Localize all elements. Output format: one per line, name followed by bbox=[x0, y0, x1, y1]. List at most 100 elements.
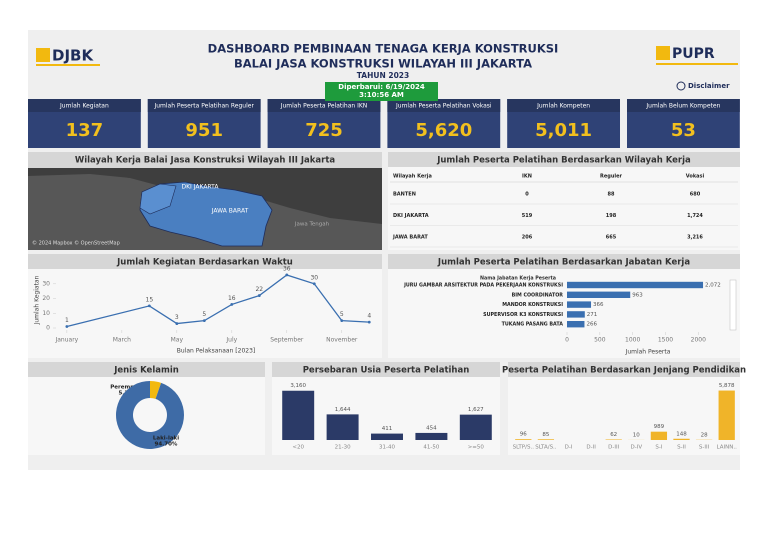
table-cell: BANTEN bbox=[393, 192, 416, 198]
panel-title: Jumlah Peserta Pelatihan Berdasarkan Jab… bbox=[437, 258, 690, 268]
kpi-label: Jumlah Kompeten bbox=[536, 103, 590, 110]
bar bbox=[567, 281, 704, 289]
data-label: 16 bbox=[228, 295, 236, 302]
data-label: 28 bbox=[701, 432, 708, 438]
logo-bar bbox=[656, 63, 738, 65]
map: DKI JAKARTA JAWA BARAT Jawa Tengah © 202… bbox=[28, 168, 382, 250]
panel-title-bar bbox=[28, 152, 382, 168]
kpi-value: 725 bbox=[305, 120, 343, 141]
panel-title-bar bbox=[508, 362, 740, 377]
category-label: MANDOR KONSTRUKSI bbox=[502, 302, 563, 308]
info-icon[interactable] bbox=[676, 81, 686, 91]
data-label: 411 bbox=[382, 426, 393, 432]
x-tick-label: LAINN.. bbox=[717, 445, 738, 451]
panel-title: Persebaran Usia Peserta Pelatihan bbox=[303, 366, 470, 376]
bar bbox=[371, 433, 403, 440]
y-tick-label: 30 bbox=[42, 280, 50, 287]
data-label: 85 bbox=[542, 432, 549, 438]
map-region bbox=[139, 183, 177, 215]
data-label: 96 bbox=[520, 432, 527, 438]
kpi-header bbox=[627, 99, 740, 112]
x-tick-label: 1000 bbox=[625, 337, 640, 344]
bar bbox=[459, 414, 492, 440]
panel bbox=[388, 152, 740, 250]
table-cell: 88 bbox=[608, 192, 615, 198]
x-tick-label: July bbox=[225, 337, 237, 344]
bar bbox=[567, 301, 592, 308]
kpi-header bbox=[507, 99, 620, 112]
x-tick-label: March bbox=[113, 337, 131, 344]
data-label: 2,072 bbox=[705, 283, 721, 289]
data-label: 5 bbox=[340, 311, 344, 318]
panel-title-bar bbox=[388, 152, 740, 167]
data-label: 266 bbox=[586, 322, 597, 328]
panel bbox=[28, 254, 382, 358]
x-tick-label: 31-40 bbox=[379, 445, 395, 451]
x-tick-label: 41-50 bbox=[423, 445, 439, 451]
logo-left: DJBK bbox=[36, 47, 100, 66]
point bbox=[285, 273, 289, 277]
disclaimer-link[interactable]: Disclaimer bbox=[688, 82, 730, 90]
logo-text: PUPR bbox=[672, 46, 715, 62]
kpi-value: 53 bbox=[671, 120, 696, 141]
x-tick-label: S-II bbox=[677, 445, 686, 451]
kpi-value: 5,620 bbox=[415, 120, 472, 141]
kpi-value: 5,011 bbox=[535, 120, 592, 141]
point bbox=[65, 325, 69, 328]
updated-badge: Diperbarui: 6/19/2024 3:10:56 AM bbox=[325, 82, 438, 101]
x-tick-label: May bbox=[171, 337, 184, 344]
point bbox=[147, 304, 151, 308]
x-tick-label: SLTP/S.. bbox=[513, 445, 535, 451]
x-tick-label: 500 bbox=[594, 337, 606, 344]
x-tick-label: September bbox=[270, 337, 304, 344]
y-axis-label: Jumlah Kegiatan bbox=[34, 275, 41, 325]
scrollbar bbox=[729, 279, 737, 331]
x-tick-label: S-III bbox=[699, 445, 710, 451]
panel-title-bar bbox=[272, 362, 500, 377]
point bbox=[257, 294, 261, 297]
y-tick-label: 10 bbox=[42, 310, 50, 317]
bar bbox=[282, 390, 315, 440]
data-label: 5 bbox=[202, 311, 206, 318]
x-tick-label: D-II bbox=[586, 445, 596, 451]
data-label: 22 bbox=[255, 286, 263, 293]
table-cell: 206 bbox=[522, 235, 533, 241]
bar bbox=[567, 311, 585, 318]
data-label: 30 bbox=[310, 274, 318, 281]
point bbox=[340, 319, 344, 323]
category-label: BIM COORDINATOR bbox=[512, 292, 564, 298]
kpi-label: Jumlah Peserta Pelatihan IKN bbox=[280, 103, 368, 110]
data-label: 3 bbox=[175, 314, 179, 321]
data-label: 3,160 bbox=[290, 383, 306, 389]
logo-right: PUPR bbox=[656, 46, 738, 65]
bar bbox=[673, 438, 690, 440]
line bbox=[66, 274, 370, 328]
data-label: 1,644 bbox=[335, 407, 351, 413]
x-tick-label: 2000 bbox=[691, 337, 706, 344]
map-label: JAWA BARAT bbox=[211, 208, 249, 215]
panel-title-bar bbox=[28, 254, 382, 269]
kpi-label: Jumlah Peserta Pelatihan Reguler bbox=[153, 103, 254, 110]
data-label: 989 bbox=[654, 424, 665, 430]
logo-mark bbox=[36, 48, 50, 62]
data-label: 366 bbox=[593, 302, 604, 308]
map-label: Jawa Tengah bbox=[294, 222, 330, 228]
panel-title-bar bbox=[388, 254, 740, 269]
point bbox=[312, 282, 316, 286]
table-cell: 3,216 bbox=[687, 235, 703, 241]
point bbox=[230, 303, 234, 306]
bar bbox=[567, 321, 585, 328]
kpi-header bbox=[28, 99, 141, 112]
bar bbox=[415, 432, 448, 440]
map-attribution: © 2024 Mapbox © OpenStreetMap bbox=[32, 240, 120, 247]
data-label: 148 bbox=[676, 431, 687, 437]
kpi-header bbox=[387, 99, 501, 112]
panel bbox=[388, 254, 740, 358]
data-label: 5,878 bbox=[719, 383, 735, 389]
y-tick-label: 0 bbox=[46, 325, 50, 332]
table-header: Vokasi bbox=[686, 174, 705, 180]
table-cell: 1,724 bbox=[687, 213, 703, 219]
x-tick-label: 1500 bbox=[658, 337, 673, 344]
